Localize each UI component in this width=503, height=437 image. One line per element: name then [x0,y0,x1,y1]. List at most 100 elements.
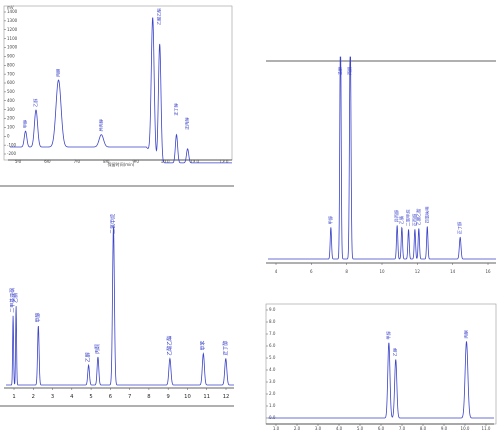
y-tick-label: 1100 [7,36,18,41]
x-tick-label: 11.0 [190,159,199,164]
y-tick-label: 1200 [7,27,18,32]
peak-label: 二氯甲烷 [405,209,412,227]
x-tick-label: 4 [275,269,278,274]
peak-label: 乙酸乙酯 [166,336,173,356]
x-tick-label: 12 [415,269,421,274]
x-tick-label: 4.0 [336,426,343,431]
y-tick-label: 4.0 [269,367,276,372]
peak-label: 异丙醇 [393,210,400,223]
x-tick-label: 1 [12,394,15,400]
y-tick-label: 3.0 [269,379,276,384]
x-tick-label: 6 [310,269,313,274]
x-tick-label: 12.0 [220,159,229,164]
chromatogram-1: 1400 1300 1200 1100 1000 900 800 700 600 500 400 30… [0,0,238,170]
y-axis-label: mV [7,5,14,10]
y-tick-label: 300 [7,107,15,112]
x-tick-label: 9.0 [441,426,448,431]
x-tick-label: 8 [345,269,348,274]
x-tick-label: 3.0 [315,426,322,431]
y-tick-label: 7.0 [269,331,276,336]
peak-label: 正丁醇 [173,103,180,116]
x-tick-label: 5 [89,394,92,400]
x-tick-label: 6 [109,394,112,400]
x-tick-label: 11 [203,394,210,400]
y-tick-label: 0 [7,133,10,138]
x-tick-label: 9 [167,394,170,400]
peak-label: 乙腈 [12,293,19,303]
x-tick-label: 8.0 [420,426,427,431]
peak-label: 丙酮 [95,344,101,354]
peak-label: 乙醇 [32,99,39,107]
peak-label: 乙醇 [392,348,399,356]
peak-label: 异丙醇 [97,119,104,132]
chromatogram-4: 9.0 8.0 7.0 6.0 5.0 4.0 3.0 2.0 1.0 0.0 1.0 2.0 3.0 4… [256,300,501,435]
peak-label: 正丙醇 [184,117,191,130]
x-tick-label: 16 [485,269,491,274]
chromatogram-4-svg: 9.08.07.06.05.04.03.02.01.00.01.0 2.0 3.0 4… [265,303,497,431]
peak-label: 丙酮 [56,69,62,77]
y-tick-label: 1.0 [269,403,276,408]
x-tick-label: 3 [51,394,54,400]
y-tick-label: 1300 [7,18,18,23]
peak-label: 正丙醇 [411,214,418,227]
x-tick-label: 1.0 [273,426,280,431]
y-tick-label: 100 [7,125,15,130]
y-tick-label: 1400 [7,9,18,14]
y-tick-label: 9.0 [269,307,276,312]
x-tick-label: 2.0 [294,426,301,431]
x-tick-label: 10.0 [461,426,470,431]
plot-frame [265,303,497,425]
x-tick-label: 10 [184,394,191,400]
chromatogram-trace [268,341,494,419]
x-tick-label: 5.0 [357,426,364,431]
x-tick-label: 11.0 [482,426,491,431]
x-tick-label: 5.0 [15,159,22,164]
x-tick-label: 10.0 [161,159,170,164]
y-tick-label: 6.0 [269,343,276,348]
x-tick-label: 14 [450,269,456,274]
y-tick-label: 900 [7,54,15,59]
peak-label: 甲醇 [22,120,29,128]
y-tick-label: -200 [7,151,17,156]
peak-label: 乙酸乙酯 [156,8,163,25]
x-tick-label: 7.0 [74,159,81,164]
y-tick-label: 200 [7,116,15,121]
y-tick-label: 500 [7,89,15,94]
chromatogram-trace [268,56,496,260]
peak-label: 丙酮 [463,330,469,338]
peak-label: 甲醇 [385,331,392,339]
y-tick-label: 800 [7,62,15,67]
y-tick-label: 5.0 [269,355,276,360]
x-tick-label: 7.0 [399,426,406,431]
chromatogram-3: 4 6 8 10 12 14 16 甲醇 乙醇 丙酮异丙醇 乙腈 二氯甲烷 正丙醇 乙酸乙酯 四氢呋喃正丁醇 [262,55,502,285]
peak-label: 甲醇 [327,216,334,224]
y-tick-label: 600 [7,80,15,85]
y-tick-label: 400 [7,98,15,103]
peak-label: 乙醇 [336,67,343,75]
peak-label: 四氢呋喃 [423,207,430,224]
peak-label: 乙酸乙酯 [415,209,422,226]
peak-label: 甲醇 [34,313,41,323]
x-tick-label: 10 [379,269,385,274]
peak-label: 乙腈 [398,215,405,224]
x-tick-label: 12 [223,394,230,400]
y-tick-label: 1000 [7,45,18,50]
x-tick-label: 4 [70,394,74,400]
peak-label: 正丁醇 [456,222,463,235]
x-tick-label: 8 [147,394,150,400]
peak-label: 二甲基亚砜 [9,288,16,313]
peak-label: 丙酮 [347,67,353,75]
x-tick-label: 8.0 [103,159,110,164]
x-tick-label: 2 [32,394,35,400]
x-tick-label: 7 [128,394,131,400]
chromatogram-trace [10,17,232,164]
y-tick-label: 8.0 [269,319,276,324]
peak-label: 二氯甲烷 [109,214,116,234]
x-tick-label: 6.0 [378,426,385,431]
y-tick-label: -100 [7,142,17,147]
x-tick-label: 6.0 [44,159,51,164]
chromatogram-1-svg: 1400130012001100100090080070060050040030… [3,5,233,167]
peak-label: 乙醇 [85,352,92,362]
